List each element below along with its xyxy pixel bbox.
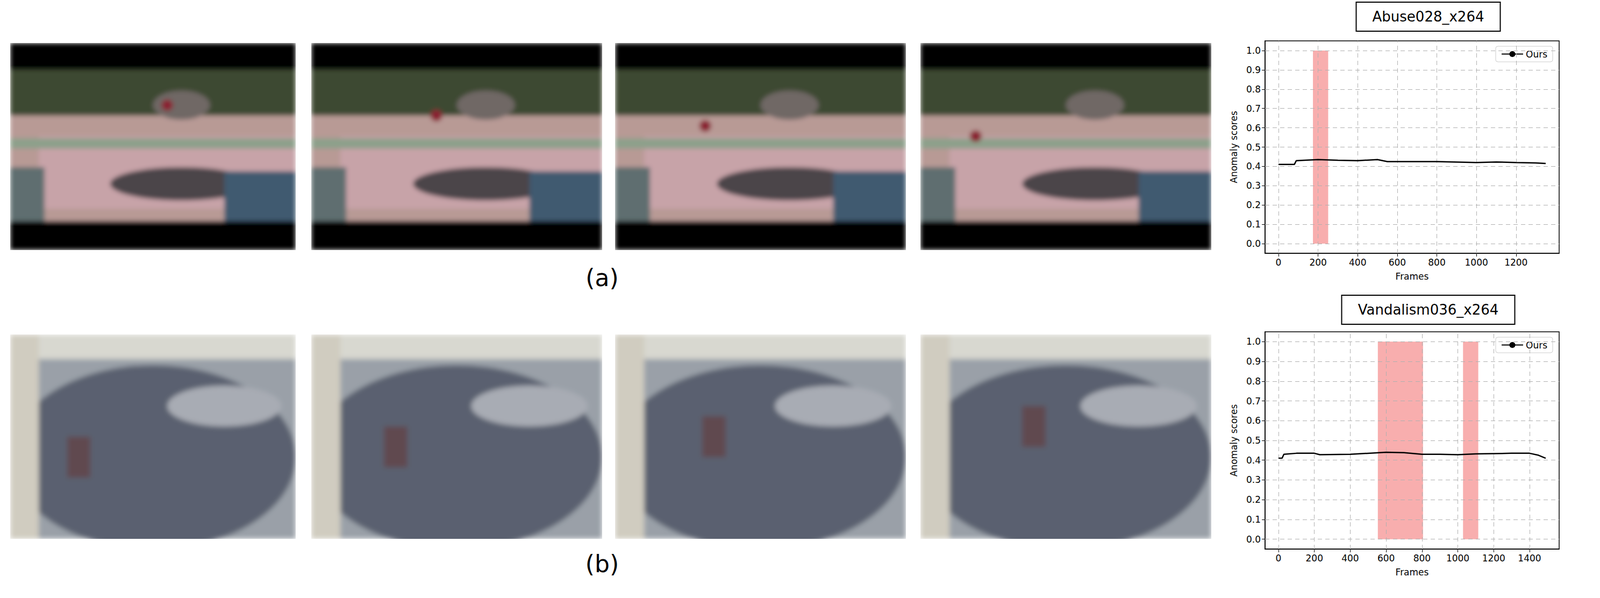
- svg-text:800: 800: [1413, 552, 1431, 564]
- svg-text:1200: 1200: [1482, 552, 1506, 564]
- svg-text:Anomaly scores: Anomaly scores: [1228, 110, 1240, 184]
- svg-text:Ours: Ours: [1525, 339, 1548, 351]
- svg-text:1.0: 1.0: [1246, 336, 1261, 347]
- svg-text:0.8: 0.8: [1246, 375, 1261, 387]
- svg-text:0.4: 0.4: [1246, 454, 1261, 466]
- svg-text:0.8: 0.8: [1246, 83, 1261, 95]
- svg-text:0.7: 0.7: [1246, 395, 1261, 407]
- svg-text:600: 600: [1377, 552, 1395, 564]
- svg-text:0.5: 0.5: [1246, 141, 1261, 153]
- svg-text:0.3: 0.3: [1246, 474, 1261, 485]
- svg-text:600: 600: [1388, 256, 1406, 268]
- svg-text:Frames: Frames: [1395, 566, 1430, 578]
- svg-text:1000: 1000: [1446, 552, 1470, 564]
- svg-text:0.9: 0.9: [1246, 64, 1261, 76]
- svg-text:200: 200: [1305, 552, 1323, 564]
- svg-text:1200: 1200: [1504, 256, 1528, 268]
- svg-text:0.1: 0.1: [1246, 218, 1261, 230]
- svg-text:Anomaly scores: Anomaly scores: [1228, 404, 1240, 477]
- svg-text:200: 200: [1309, 256, 1327, 268]
- svg-text:Abuse028_x264: Abuse028_x264: [1372, 8, 1485, 25]
- html-text:(b): (b): [585, 549, 619, 578]
- svg-text:Frames: Frames: [1395, 270, 1430, 282]
- svg-text:0.2: 0.2: [1246, 494, 1261, 505]
- svg-text:0.0: 0.0: [1246, 533, 1261, 545]
- svg-text:1.0: 1.0: [1246, 45, 1261, 56]
- svg-text:0: 0: [1275, 552, 1282, 564]
- svg-text:800: 800: [1427, 256, 1446, 268]
- svg-text:0.5: 0.5: [1246, 434, 1261, 446]
- svg-text:1000: 1000: [1465, 256, 1489, 268]
- svg-text:0.7: 0.7: [1246, 103, 1261, 114]
- svg-text:400: 400: [1341, 552, 1359, 564]
- svg-text:1400: 1400: [1517, 552, 1541, 564]
- svg-text:0.6: 0.6: [1246, 122, 1261, 134]
- svg-text:0.9: 0.9: [1246, 355, 1261, 367]
- svg-text:400: 400: [1348, 256, 1367, 268]
- svg-text:0.3: 0.3: [1246, 180, 1261, 191]
- svg-text:Ours: Ours: [1525, 48, 1548, 60]
- svg-text:0.4: 0.4: [1246, 160, 1261, 172]
- svg-text:Vandalism036_x264: Vandalism036_x264: [1358, 301, 1499, 318]
- html-text:(a): (a): [585, 263, 619, 292]
- svg-text:0.2: 0.2: [1246, 199, 1261, 211]
- svg-text:0.6: 0.6: [1246, 415, 1261, 426]
- svg-text:0.1: 0.1: [1246, 513, 1261, 525]
- svg-text:0: 0: [1275, 256, 1282, 268]
- svg-text:0.0: 0.0: [1246, 238, 1261, 249]
